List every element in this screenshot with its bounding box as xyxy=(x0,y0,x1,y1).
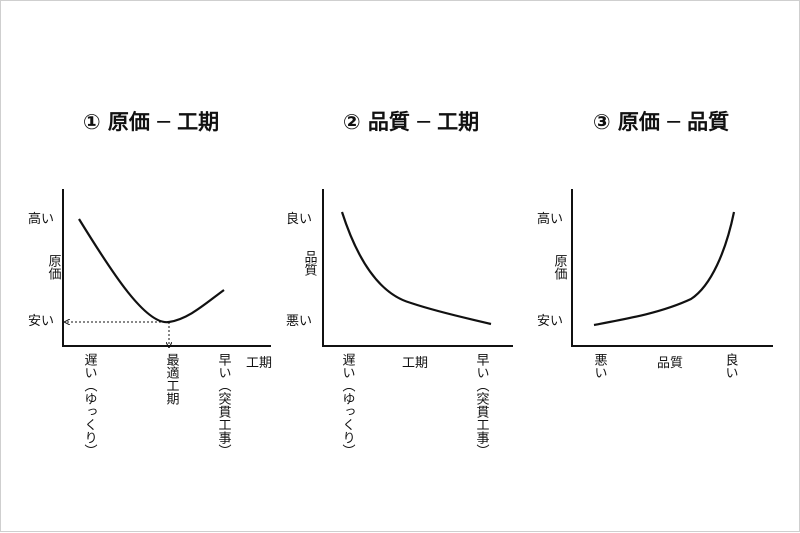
panel2-x-right-label: 早い（突貫工事） xyxy=(474,353,490,457)
panel3-x-left-label: 悪い xyxy=(592,353,608,379)
panel3-cost-curve xyxy=(593,211,736,327)
panel2-title: ② 品質 ─ 工期 xyxy=(343,110,479,134)
panel2-y-axis-label: 品質 xyxy=(302,250,318,277)
panel3-title: ③ 原価 ─ 品質 xyxy=(593,110,729,134)
panel2-y-bottom-label: 悪い xyxy=(286,314,312,329)
panel3-y-top-label: 高い xyxy=(537,211,563,227)
panel1-axes xyxy=(62,189,271,347)
panel2-quality-curve xyxy=(340,211,492,326)
panel3-y-bottom-label: 安い xyxy=(537,314,563,329)
panel1-cost-curve xyxy=(78,218,225,324)
panel3-x-right-label: 良い xyxy=(723,352,738,379)
panel2-y-top-label: 良い xyxy=(286,211,312,227)
panel3-axes xyxy=(571,189,773,347)
panel-quality-vs-duration: ② 品質 ─ 工期 良い 品質 悪い 遅い（ゆっくり） 工期 早い（突貫工事） xyxy=(286,110,513,457)
panel1-title: ① 原価 ─ 工期 xyxy=(83,110,219,134)
panel-cost-vs-duration: ① 原価 ─ 工期 高い 原価 安い 遅い（ゆっくり） 最適工期 早い（突貫工事… xyxy=(28,110,272,457)
panel1-y-bottom-label: 安い xyxy=(28,314,54,329)
panel1-x-optimal-label: 最適工期 xyxy=(164,353,180,406)
panel1-y-axis-label: 原価 xyxy=(46,254,62,280)
panel3-y-axis-label: 原価 xyxy=(552,254,568,280)
panel-cost-vs-quality: ③ 原価 ─ 品質 高い 原価 安い 悪い 品質 良い xyxy=(537,110,773,379)
panel2-x-left-label: 遅い（ゆっくり） xyxy=(340,353,356,457)
panel1-x-axis-label: 工期 xyxy=(246,356,272,371)
panel1-x-right-label: 早い（突貫工事） xyxy=(216,353,232,457)
panel1-x-left-label: 遅い（ゆっくり） xyxy=(82,353,98,457)
panel3-x-axis-label: 品質 xyxy=(657,356,683,371)
panel1-y-top-label: 高い xyxy=(28,211,54,227)
panel2-axes xyxy=(322,189,513,347)
panel2-x-axis-label: 工期 xyxy=(402,356,428,371)
